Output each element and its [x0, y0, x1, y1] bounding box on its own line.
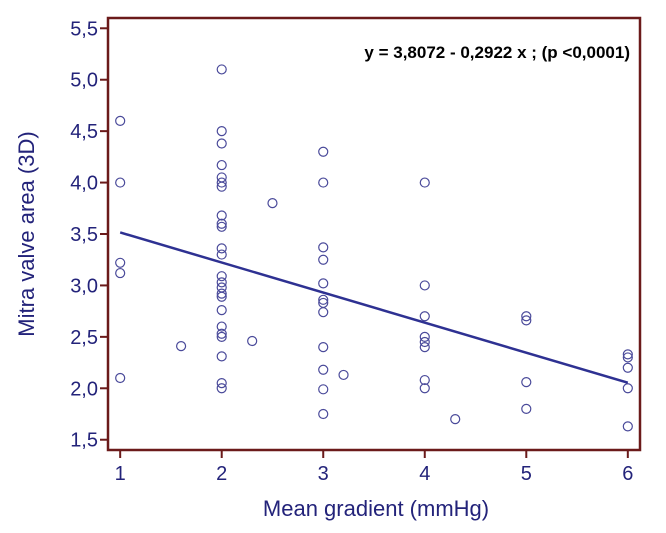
data-point [216, 181, 227, 192]
data-point [622, 362, 633, 373]
data-point [318, 307, 329, 318]
data-point [216, 64, 227, 75]
data-point [622, 352, 633, 363]
data-point [216, 378, 227, 389]
data-point [419, 177, 430, 188]
data-point [216, 383, 227, 394]
plot-frame [106, 16, 642, 452]
data-point [419, 311, 430, 322]
data-point [419, 342, 430, 353]
y-tick-label: 3,5 [70, 224, 98, 246]
x-tick-label: 4 [419, 463, 430, 485]
data-point [419, 383, 430, 394]
data-point [216, 328, 227, 339]
data-point [318, 408, 329, 420]
data-point [267, 198, 278, 209]
y-axis-label: Mitra valve area (3D) [14, 131, 39, 336]
data-point [338, 369, 349, 381]
data-point [216, 159, 227, 171]
x-tick-label: 3 [318, 463, 329, 485]
data-point [622, 383, 633, 394]
data-point [318, 342, 329, 353]
data-point [521, 377, 532, 388]
data-point [419, 374, 430, 386]
y-tick-label: 3,0 [70, 275, 98, 297]
data-point [419, 336, 430, 348]
data-point [216, 288, 227, 299]
data-point [318, 364, 329, 375]
data-point [521, 311, 532, 322]
data-point [216, 177, 227, 188]
data-point [318, 146, 329, 157]
y-tick-label: 2,0 [70, 378, 98, 400]
data-point [175, 341, 187, 352]
data-point [216, 331, 227, 342]
data-point [247, 335, 258, 347]
data-point [622, 421, 633, 432]
data-point [318, 278, 329, 289]
y-tick-label: 1,5 [70, 430, 98, 452]
data-point [216, 271, 227, 282]
data-point [450, 414, 461, 425]
data-point [318, 294, 329, 305]
y-tick-label: 2,5 [70, 327, 98, 349]
x-tick-label: 1 [115, 463, 126, 485]
data-point [318, 177, 329, 188]
data-point [216, 291, 227, 302]
data-point [318, 384, 329, 395]
data-point [216, 351, 227, 362]
data-point [216, 210, 227, 221]
data-point [115, 177, 126, 188]
y-tick-label: 4,5 [70, 121, 98, 143]
data-point [521, 315, 532, 326]
data-point [115, 257, 126, 268]
data-point [216, 138, 227, 149]
data-point [115, 372, 126, 384]
regression-line-group [119, 231, 629, 384]
data-point [216, 249, 227, 260]
data-point [318, 242, 329, 253]
y-tick-label: 5,5 [70, 18, 98, 40]
data-point [216, 221, 227, 232]
x-axis-label: Mean gradient (mmHg) [263, 496, 489, 521]
data-point [216, 321, 227, 332]
data-point [216, 305, 227, 316]
x-tick-label: 6 [622, 463, 633, 485]
data-point [318, 254, 329, 265]
data-point [216, 172, 227, 183]
x-tick-label: 5 [521, 463, 532, 485]
data-point [115, 115, 126, 126]
data-point [419, 331, 430, 342]
data-point [216, 126, 227, 137]
data-point [521, 403, 532, 414]
y-tick-label: 4,0 [70, 173, 98, 195]
data-point [216, 277, 227, 288]
data-point [419, 280, 430, 291]
regression-line [119, 231, 629, 384]
data-point [216, 218, 227, 229]
regression-annotation: y = 3,8072 - 0,2922 x ; (p <0,0001) [364, 43, 630, 62]
x-tick-label: 2 [216, 463, 227, 485]
y-axis: 1,5 2,0 2,5 3,0 3,5 4,0 4,5 5,0 5,5 [70, 18, 108, 452]
data-point [115, 267, 126, 279]
y-tick-label: 5,0 [70, 70, 98, 92]
x-axis: 1 2 3 4 5 6 [115, 450, 633, 485]
data-point [216, 243, 227, 254]
data-points [115, 64, 633, 432]
data-point [622, 349, 633, 360]
